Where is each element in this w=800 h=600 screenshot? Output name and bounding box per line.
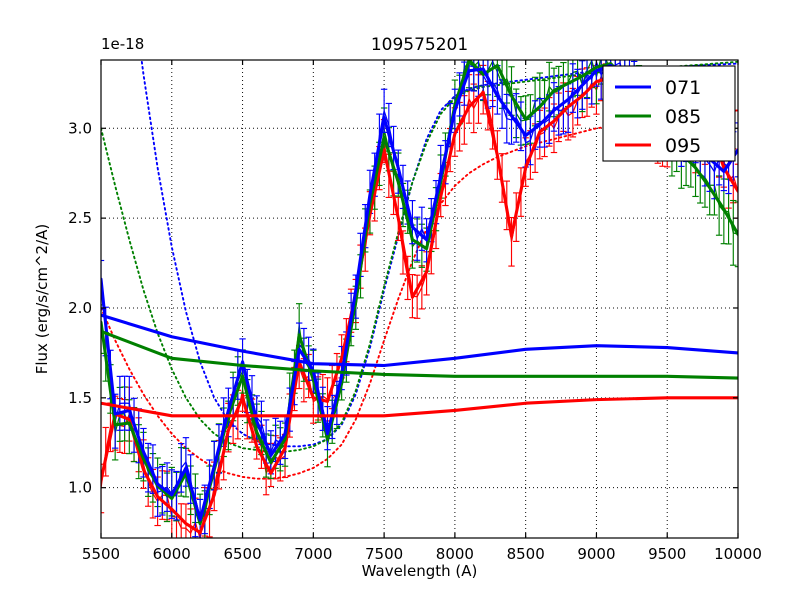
- x-axis-label: Wavelength (A): [362, 562, 478, 580]
- y-axis-offset-label: 1e-18: [101, 35, 144, 53]
- chart-title: 109575201: [371, 35, 468, 55]
- xtick-label: 5500: [82, 545, 120, 563]
- axes-layer: [100, 59, 739, 539]
- xtick-label: 9500: [648, 545, 686, 563]
- ytick-label: 2.5: [68, 209, 92, 227]
- ytick-label: 3.0: [68, 119, 92, 137]
- legend-label-071[interactable]: 071: [665, 77, 701, 99]
- plot-frame: [100, 59, 739, 539]
- xtick-label: 10000: [714, 545, 762, 563]
- xtick-label: 8000: [436, 545, 474, 563]
- legend-label-095[interactable]: 095: [665, 135, 701, 157]
- xtick-label: 8500: [507, 545, 545, 563]
- xtick-label: 9000: [577, 545, 615, 563]
- legend-label-085[interactable]: 085: [665, 106, 701, 128]
- model-dotted-071-model: [140, 60, 738, 448]
- ytick-label: 1.5: [68, 389, 92, 407]
- continuum-085: [101, 329, 738, 380]
- y-axis-label: Flux (erg/s/cm^2/A): [33, 224, 51, 375]
- xtick-label: 7500: [365, 545, 403, 563]
- model-dotted-085-model: [101, 60, 738, 453]
- model-dotted-095-model: [101, 109, 738, 480]
- label-layer: 5500 6000 6500 7000 7500 8000 8500 9000 9500 1000…: [33, 35, 762, 580]
- ytick-label: 1.0: [68, 479, 92, 497]
- continuum-095: [101, 396, 738, 418]
- legend-layer[interactable]: 071 085 095: [602, 65, 736, 162]
- xtick-label: 7000: [294, 545, 332, 563]
- ytick-label: 2.0: [68, 299, 92, 317]
- xtick-label: 6000: [153, 545, 191, 563]
- xtick-label: 6500: [223, 545, 261, 563]
- continuum-071: [101, 313, 738, 368]
